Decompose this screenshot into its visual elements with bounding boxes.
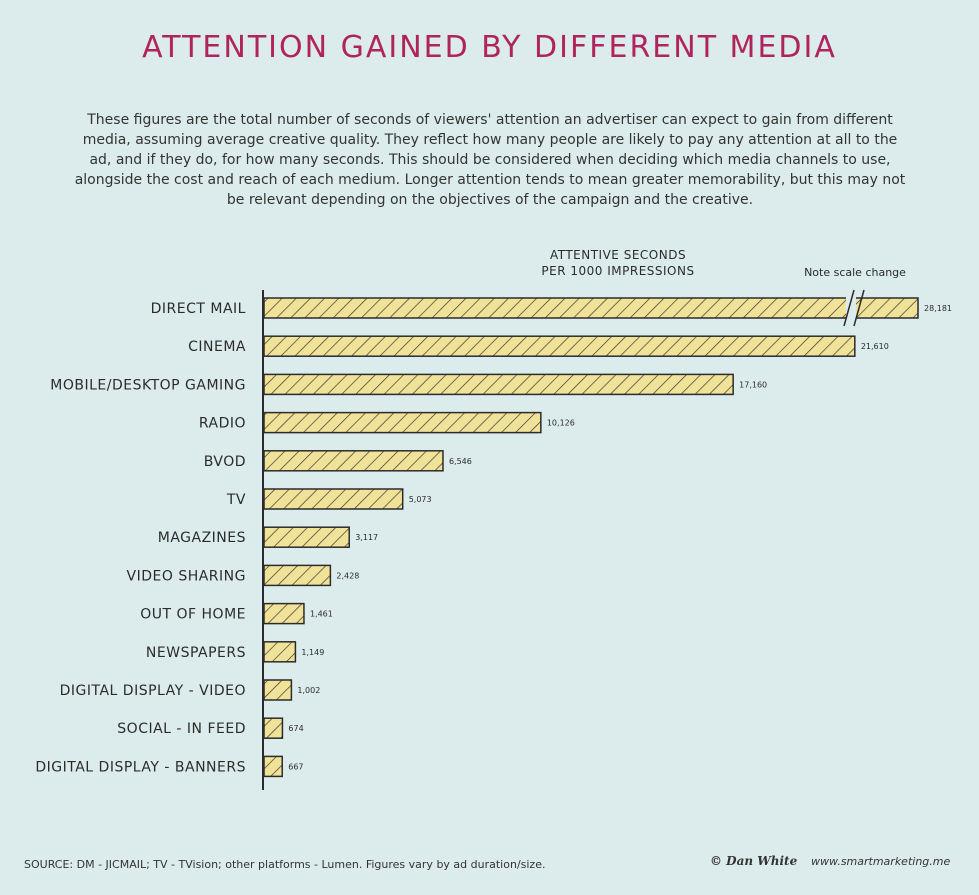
category-label: VIDEO SHARING <box>127 568 246 584</box>
scale-break-gap <box>846 297 856 319</box>
axis-title-line: PER 1000 IMPRESSIONS <box>541 264 694 278</box>
value-label: 674 <box>288 724 303 733</box>
value-label: 1,461 <box>310 610 333 619</box>
bar <box>263 411 542 434</box>
bar <box>263 335 856 357</box>
category-label: NEWSPAPERS <box>146 645 246 661</box>
category-label: SOCIAL - IN FEED <box>117 721 246 737</box>
category-label: OUT OF HOME <box>140 607 246 623</box>
bar <box>263 602 305 625</box>
value-label: 667 <box>288 762 303 771</box>
value-label: 3,117 <box>355 533 378 542</box>
category-label: MOBILE/DESKTOP GAMING <box>50 377 246 393</box>
bar <box>263 564 332 587</box>
value-label: 1,149 <box>301 648 324 657</box>
category-label: RADIO <box>199 416 246 432</box>
axis-title: ATTENTIVE SECONDS PER 1000 IMPRESSIONS <box>541 248 694 278</box>
value-label: 10,126 <box>547 419 575 428</box>
bar <box>263 717 284 739</box>
scale-break-mark <box>843 289 855 327</box>
scale-change-note: Note scale change <box>804 266 906 279</box>
value-label: 1,002 <box>297 686 320 695</box>
bar <box>263 373 734 396</box>
value-label: 6,546 <box>449 457 472 466</box>
bar <box>263 526 350 548</box>
category-label: TV <box>226 492 246 508</box>
bar <box>263 488 404 510</box>
author-signature: © Dan White <box>710 854 798 868</box>
category-label: DIRECT MAIL <box>151 301 246 317</box>
bar <box>263 755 283 778</box>
chart-subtitle: These figures are the total number of se… <box>74 112 906 208</box>
website-link[interactable]: www.smartmarketing.me <box>811 855 951 868</box>
value-label: 21,610 <box>861 342 889 351</box>
category-label: MAGAZINES <box>158 530 246 546</box>
value-label: 2,428 <box>336 571 359 580</box>
category-label: DIGITAL DISPLAY - BANNERS <box>35 759 246 775</box>
bar <box>263 297 919 319</box>
category-label: DIGITAL DISPLAY - VIDEO <box>60 683 246 699</box>
value-label: 17,160 <box>739 380 767 389</box>
bar <box>263 450 444 472</box>
bars-group: DIRECT MAIL 28,181 CINEMA 21,610 MOBILE/DESK… <box>35 289 952 778</box>
category-label: BVOD <box>204 454 246 470</box>
axis-title-line: ATTENTIVE SECONDS <box>550 248 686 262</box>
bar <box>263 679 293 701</box>
category-label: CINEMA <box>188 339 246 355</box>
chart-title: ATTENTION GAINED BY DIFFERENT MEDIA <box>142 30 837 65</box>
value-label: 5,073 <box>409 495 432 504</box>
footer-credit: © Dan White www.smartmarketing.me <box>710 854 950 868</box>
footer-source: SOURCE: DM - JICMAIL; TV - TVision; othe… <box>24 858 546 871</box>
scale-break-mark <box>853 289 865 327</box>
value-label: 28,181 <box>924 304 952 313</box>
bar <box>263 641 297 663</box>
